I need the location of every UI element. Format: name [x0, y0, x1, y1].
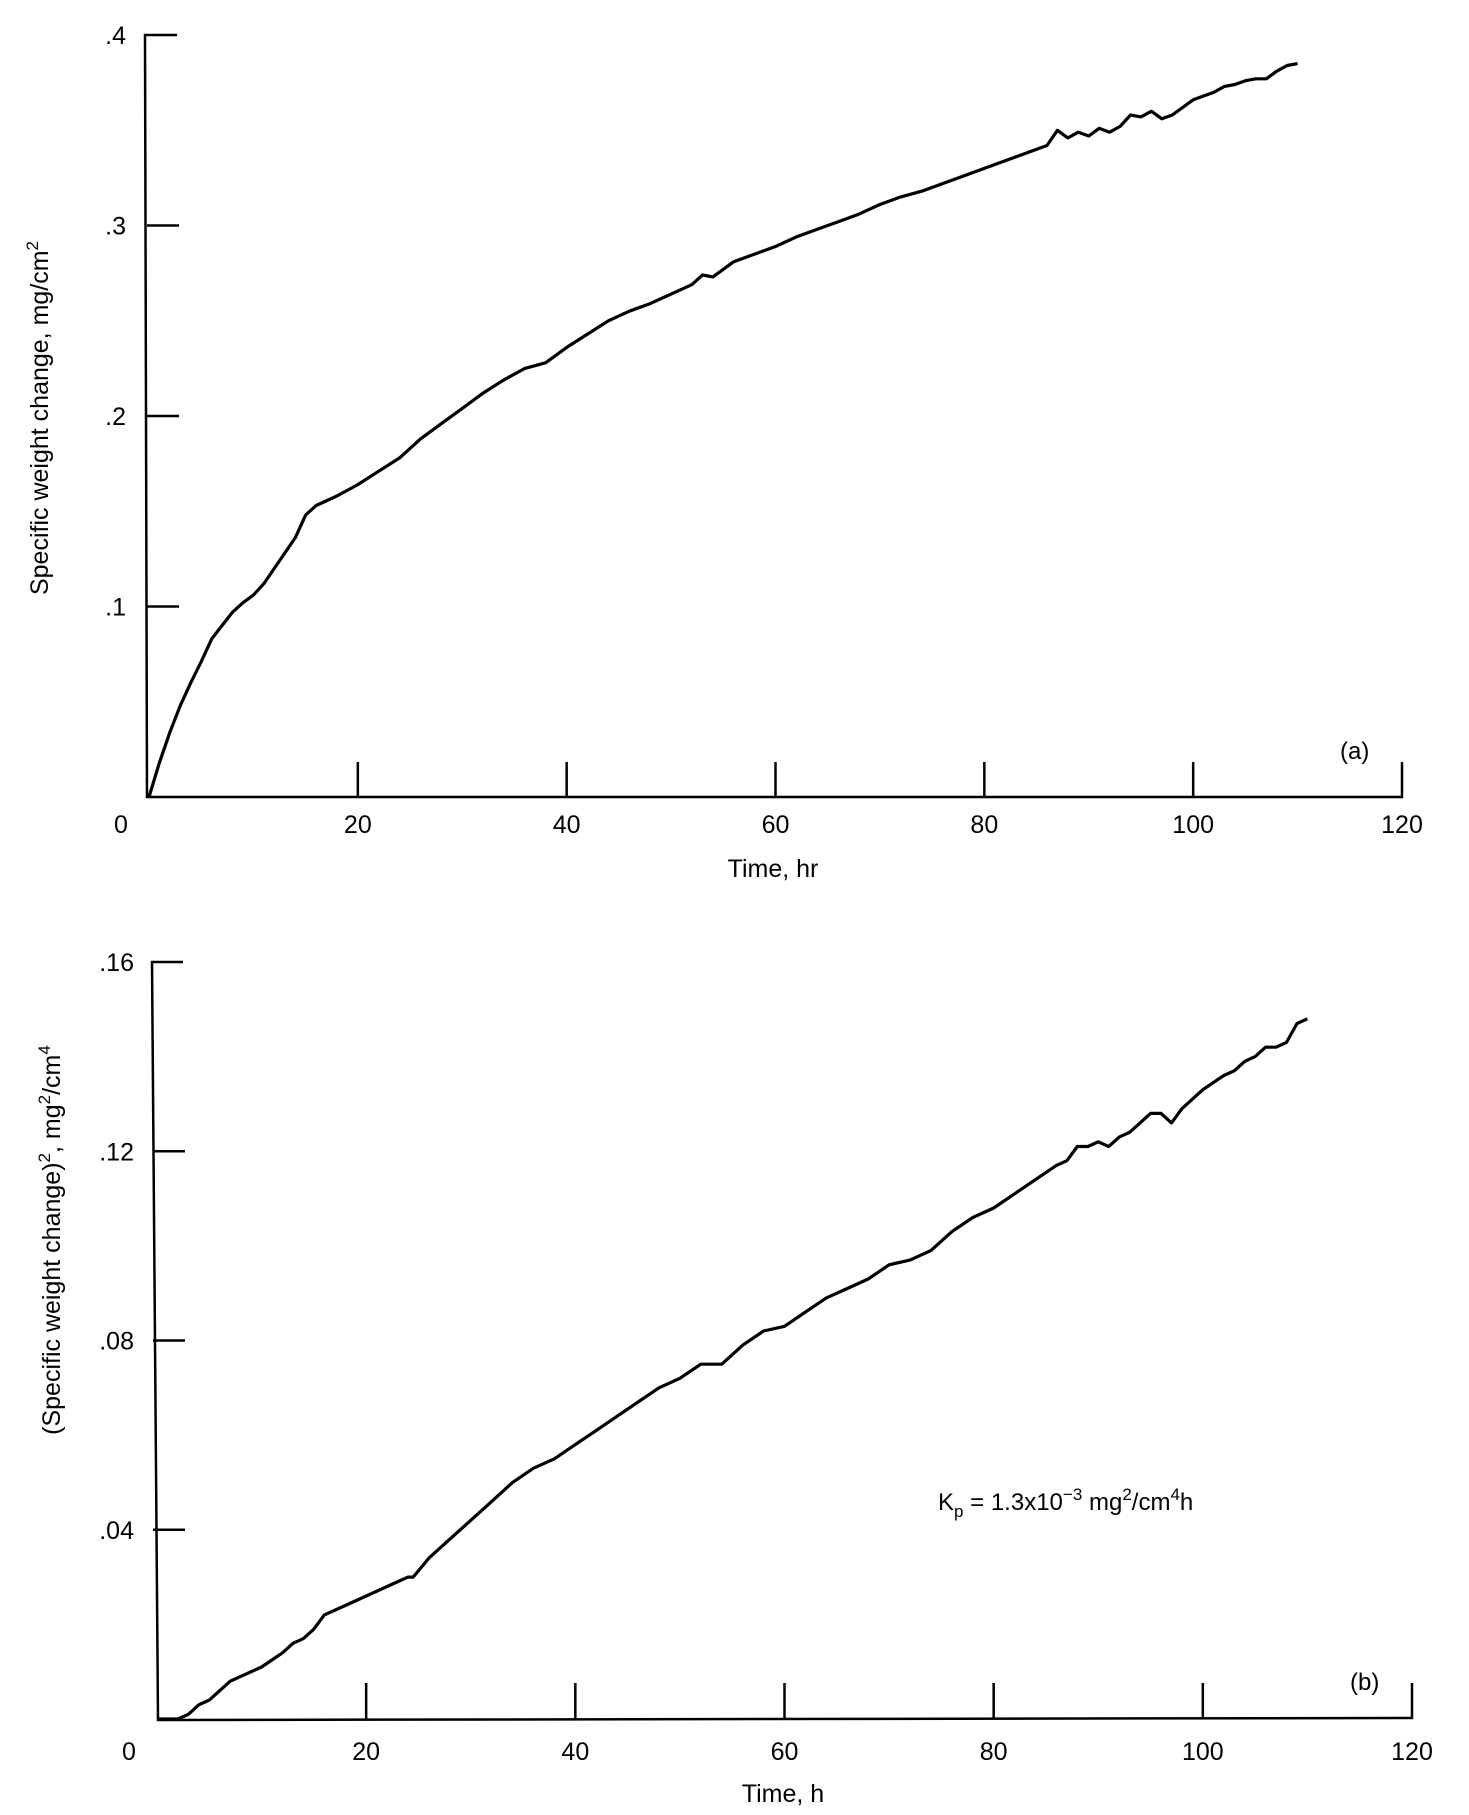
x-tick-label: 120	[1381, 811, 1423, 839]
x-tick-label: 20	[352, 1738, 380, 1766]
chart-b-panel-label: (b)	[1350, 1669, 1379, 1696]
x-tick-label: 60	[762, 811, 790, 839]
chart-a-series-line	[147, 62, 1298, 798]
y-tick-label: .4	[105, 22, 126, 50]
chart-a-x-axis-title: Time, hr	[728, 855, 819, 883]
y-tick-label: .1	[105, 594, 126, 622]
chart-a-x-ticks: 0 20 40 60 80 100 120	[114, 762, 1423, 839]
x-tick-label: 20	[344, 811, 372, 839]
chart-a: .1 .2 .3 .4 0 20 40 60 80 100 120 (a) Time, hr Sp…	[23, 22, 1423, 883]
chart-b-x-ticks: 0 20 40 60 80 100 120	[122, 1683, 1433, 1766]
x-tick-label: 40	[553, 811, 581, 839]
x-tick-label: 40	[561, 1738, 589, 1766]
y-tick-label: .16	[99, 949, 134, 977]
x-tick-label: 80	[970, 811, 998, 839]
chart-a-y-axis-title: Specific weight change, mg/cm2	[23, 241, 54, 595]
y-tick-label: .12	[99, 1138, 134, 1166]
x-tick-label: 120	[1391, 1738, 1433, 1766]
x-tick-label: 60	[771, 1738, 799, 1766]
chart-a-y-ticks: .1 .2 .3 .4	[105, 22, 179, 622]
chart-b-annotation-kp: Kp = 1.3x10−3 mg2/cm4h	[938, 1485, 1193, 1521]
x-tick-label: 100	[1182, 1738, 1224, 1766]
chart-a-axes	[143, 33, 1404, 799]
chart-b-series-line	[157, 1017, 1309, 1721]
y-tick-label: .3	[105, 213, 126, 241]
chart-b-x-axis-title: Time, h	[742, 1780, 824, 1808]
chart-b: .04 .08 .12 .16 0 20 40 60 80 100 120 (b) Time, h…	[35, 949, 1433, 1808]
chart-b-y-axis-title: (Specific weight change)2, mg2/cm4	[35, 1045, 66, 1435]
x-tick-label: 0	[122, 1738, 136, 1766]
y-tick-label: .04	[99, 1517, 134, 1545]
x-tick-label: 80	[980, 1738, 1008, 1766]
x-tick-label: 0	[114, 811, 128, 839]
chart-a-panel-label: (a)	[1340, 738, 1369, 765]
y-tick-label: .2	[105, 403, 126, 431]
y-tick-label: .08	[99, 1328, 134, 1356]
chart-b-y-ticks: .04 .08 .12 .16	[99, 949, 185, 1545]
x-tick-label: 100	[1172, 811, 1214, 839]
